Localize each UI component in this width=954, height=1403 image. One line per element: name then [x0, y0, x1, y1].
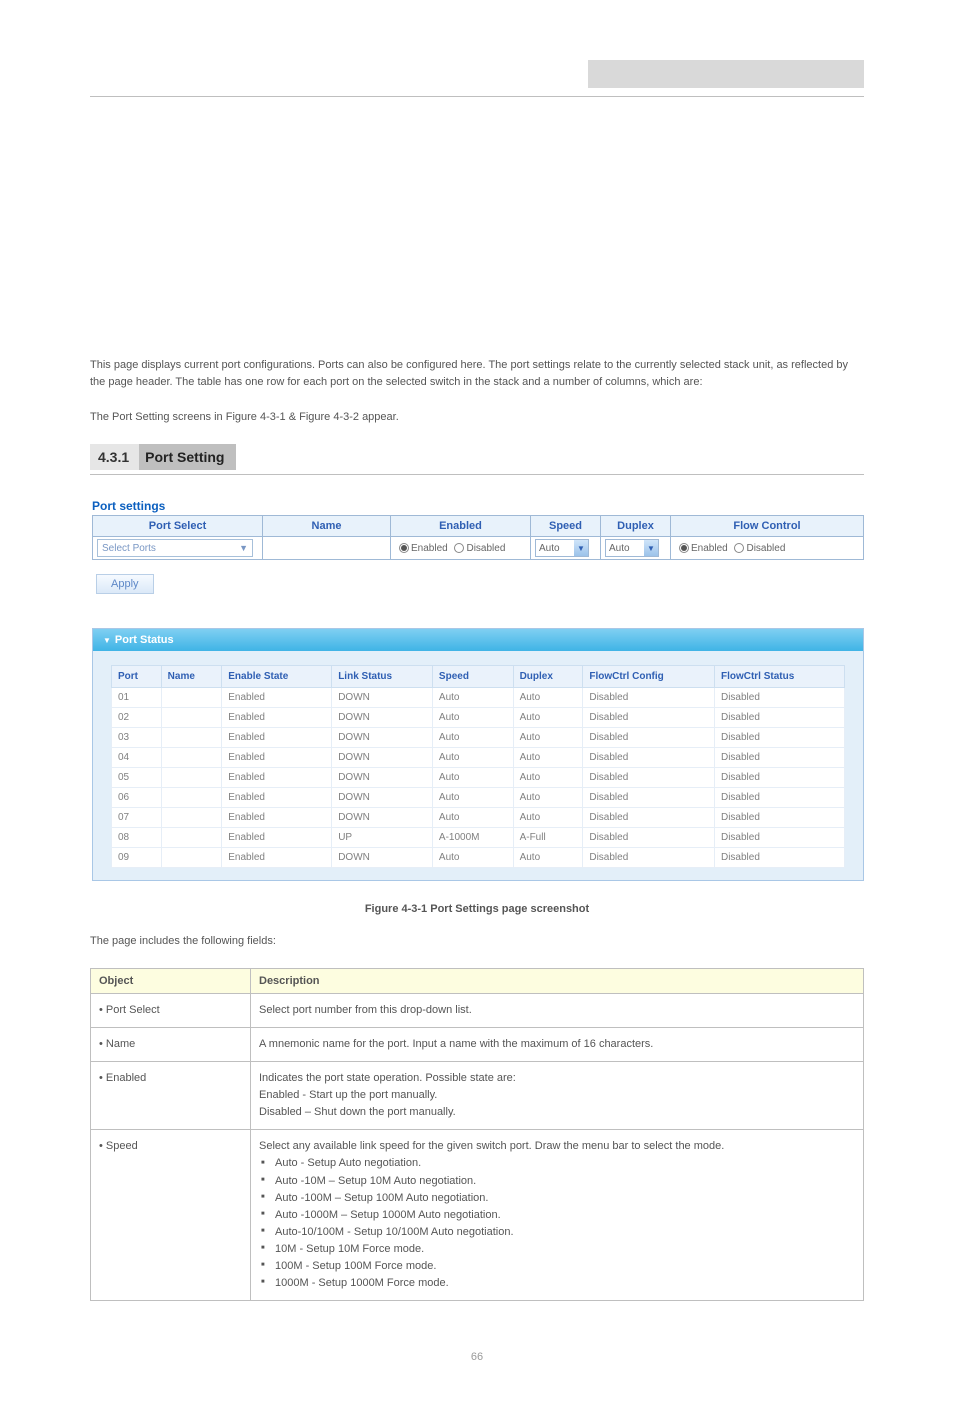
- select-ports-dropdown[interactable]: Select Ports ▼: [97, 539, 253, 557]
- chevron-down-icon: ▼: [644, 540, 658, 556]
- list-item: Auto -100M – Setup 100M Auto negotiation…: [275, 1190, 855, 1207]
- st-hdr-enable: Enable State: [222, 666, 332, 688]
- st-hdr-name: Name: [161, 666, 222, 688]
- st-hdr-fst: FlowCtrl Status: [714, 666, 844, 688]
- hdr-port-select: Port Select: [93, 516, 263, 537]
- desc-hdr-description: Description: [251, 969, 864, 994]
- enabled-radio-disabled[interactable]: [454, 543, 464, 553]
- speed-dropdown[interactable]: Auto ▼: [535, 539, 589, 557]
- collapse-icon: ▼: [103, 636, 111, 645]
- hdr-name: Name: [263, 516, 391, 537]
- hdr-speed: Speed: [531, 516, 601, 537]
- chevron-down-icon: ▼: [574, 540, 588, 556]
- st-hdr-fcfg: FlowCtrl Config: [583, 666, 715, 688]
- list-item: 1000M - Setup 1000M Force mode.: [275, 1275, 855, 1292]
- intro-paragraph-2: The Port Setting screens in Figure 4-3-1…: [90, 409, 864, 426]
- name-input-cell[interactable]: [263, 537, 391, 560]
- description-table: Object Description • Port SelectSelect p…: [90, 968, 864, 1301]
- table-row: 02EnabledDOWNAutoAutoDisabledDisabled: [112, 708, 845, 728]
- header-bar: [588, 60, 864, 88]
- desc-hdr-object: Object: [91, 969, 251, 994]
- table-row: 07EnabledDOWNAutoAutoDisabledDisabled: [112, 808, 845, 828]
- list-item: 100M - Setup 100M Force mode.: [275, 1258, 855, 1275]
- hdr-flow: Flow Control: [671, 516, 864, 537]
- flow-radio-enabled[interactable]: [679, 543, 689, 553]
- st-hdr-port: Port: [112, 666, 162, 688]
- hdr-duplex: Duplex: [601, 516, 671, 537]
- flow-radio-disabled[interactable]: [734, 543, 744, 553]
- table-row: 05EnabledDOWNAutoAutoDisabledDisabled: [112, 768, 845, 788]
- list-item: Auto-10/100M - Setup 10/100M Auto negoti…: [275, 1224, 855, 1241]
- table-row: 03EnabledDOWNAutoAutoDisabledDisabled: [112, 728, 845, 748]
- page-number: 66: [90, 1351, 864, 1363]
- select-ports-label: Select Ports: [102, 543, 156, 554]
- table-row: 08EnabledUPA-1000MA-FullDisabledDisabled: [112, 828, 845, 848]
- st-hdr-duplex: Duplex: [513, 666, 583, 688]
- enabled-radio-enabled[interactable]: [399, 543, 409, 553]
- table-row: 04EnabledDOWNAutoAutoDisabledDisabled: [112, 748, 845, 768]
- desc-intro: The page includes the following fields:: [90, 933, 864, 950]
- list-item: Auto - Setup Auto negotiation.: [275, 1155, 855, 1172]
- figure-caption: Figure 4-3-1 Port Settings page screensh…: [90, 903, 864, 915]
- port-status-table: Port Name Enable State Link Status Speed…: [111, 665, 845, 868]
- section-rule: [90, 474, 864, 475]
- chevron-down-icon: ▼: [239, 543, 248, 553]
- st-hdr-link: Link Status: [332, 666, 433, 688]
- table-row: • NameA mnemonic name for the port. Inpu…: [91, 1028, 864, 1062]
- port-status-header[interactable]: ▼Port Status: [93, 629, 863, 651]
- port-status-panel: ▼Port Status Port Name Enable State Link…: [92, 628, 864, 881]
- list-item: Auto -1000M – Setup 1000M Auto negotiati…: [275, 1207, 855, 1224]
- table-row: 01EnabledDOWNAutoAutoDisabledDisabled: [112, 688, 845, 708]
- table-row: • SpeedSelect any available link speed f…: [91, 1130, 864, 1300]
- section-number: 4.3.1: [90, 444, 139, 470]
- table-row: • EnabledIndicates the port state operat…: [91, 1062, 864, 1130]
- port-settings-table: Port Select Name Enabled Speed Duplex Fl…: [92, 515, 864, 560]
- top-rule: [90, 96, 864, 97]
- list-item: Auto -10M – Setup 10M Auto negotiation.: [275, 1173, 855, 1190]
- apply-button[interactable]: Apply: [96, 574, 154, 594]
- table-row: 09EnabledDOWNAutoAutoDisabledDisabled: [112, 848, 845, 868]
- st-hdr-speed: Speed: [432, 666, 513, 688]
- section-heading: 4.3.1 Port Setting: [90, 444, 864, 470]
- port-settings-screenshot: Port settings Port Select Name Enabled S…: [92, 499, 864, 881]
- list-item: 10M - Setup 10M Force mode.: [275, 1241, 855, 1258]
- section-title: Port Setting: [139, 444, 236, 470]
- table-row: 06EnabledDOWNAutoAutoDisabledDisabled: [112, 788, 845, 808]
- intro-paragraph-1: This page displays current port configur…: [90, 357, 864, 391]
- hdr-enabled: Enabled: [391, 516, 531, 537]
- port-settings-title: Port settings: [92, 499, 864, 513]
- duplex-dropdown[interactable]: Auto ▼: [605, 539, 659, 557]
- table-row: • Port SelectSelect port number from thi…: [91, 994, 864, 1028]
